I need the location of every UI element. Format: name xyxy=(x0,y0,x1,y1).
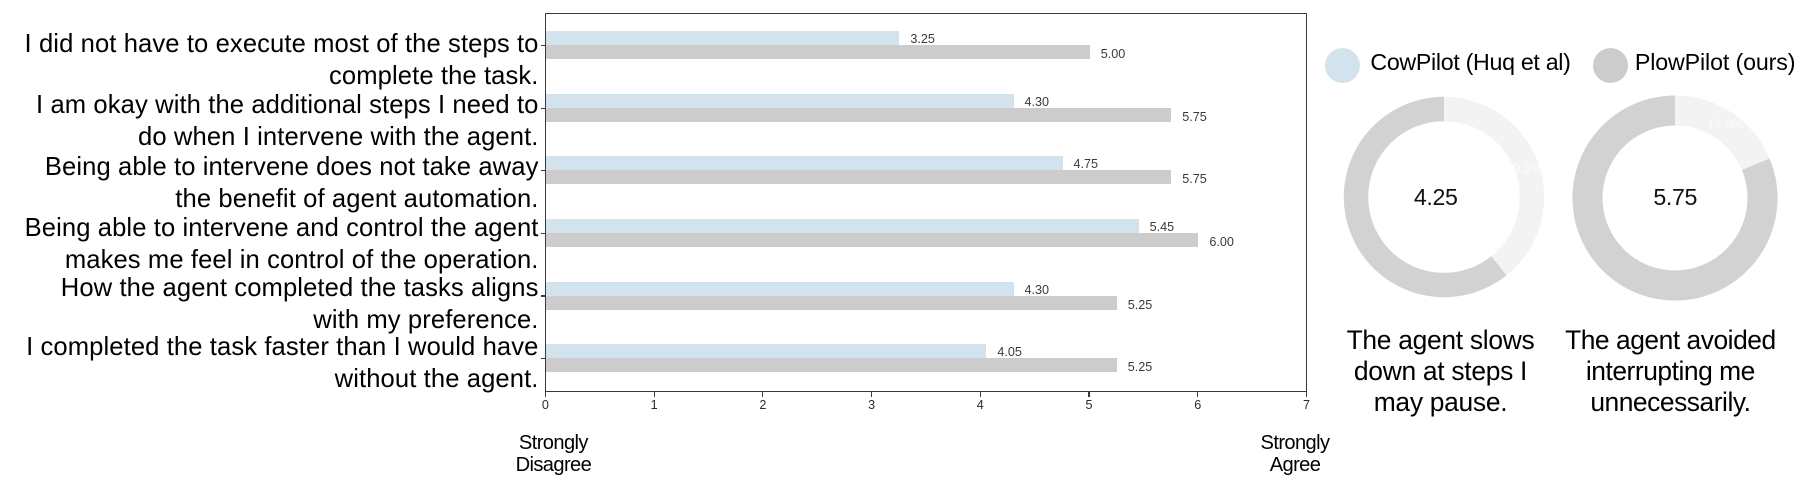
svg-text:39.3%: 39.3% xyxy=(1506,160,1543,175)
svg-text:17.9%: 17.9% xyxy=(1708,116,1745,131)
